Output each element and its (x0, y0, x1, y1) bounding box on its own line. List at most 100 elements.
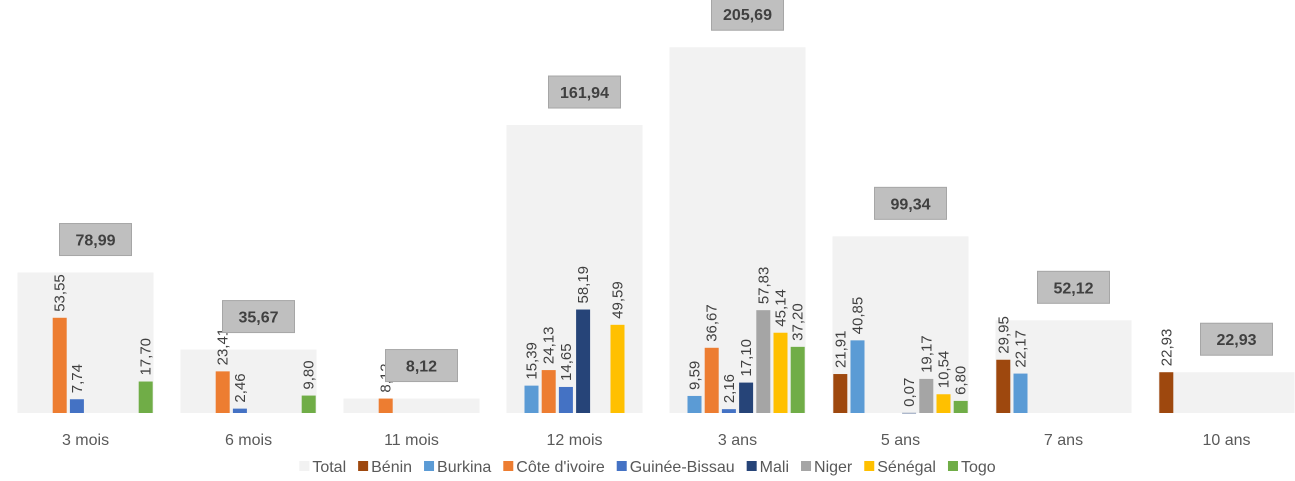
total-bar (180, 349, 317, 413)
legend-label: Total (312, 459, 346, 476)
value-label: 45,14 (773, 289, 790, 327)
bar (378, 398, 393, 413)
legend-swatch (616, 461, 627, 471)
bar (704, 347, 719, 413)
value-label: 9,59 (687, 361, 704, 390)
x-tick-label: 12 mois (546, 432, 602, 449)
total-label-box (548, 75, 621, 109)
bar (756, 310, 771, 413)
bar (953, 400, 968, 413)
total-label: 205,69 (723, 7, 772, 24)
value-label: 2,16 (721, 374, 738, 403)
value-label: 19,17 (918, 335, 935, 373)
value-label: 49,59 (610, 281, 627, 319)
value-label: 2,46 (232, 373, 249, 402)
value-label: 15,39 (524, 342, 541, 380)
bar (524, 385, 539, 413)
legend-swatch (947, 461, 958, 471)
value-label: 37,20 (790, 303, 807, 341)
bar (902, 412, 917, 414)
value-label: 0,07 (901, 378, 918, 407)
bar (301, 395, 316, 413)
legend-label: Togo (961, 459, 996, 476)
bar (52, 317, 67, 413)
value-label: 21,91 (832, 330, 849, 368)
x-tick-label: 5 ans (881, 432, 920, 449)
bar (996, 359, 1011, 413)
legend-swatch (746, 461, 757, 471)
total-label: 8,12 (406, 359, 437, 376)
total-label: 78,99 (75, 233, 115, 250)
value-label: 10,54 (936, 351, 953, 389)
bar (721, 409, 736, 413)
total-label: 22,93 (1216, 332, 1256, 349)
legend-swatch (864, 461, 875, 471)
legend-swatch (358, 461, 369, 471)
bar (69, 399, 84, 413)
total-label-box (222, 300, 295, 334)
value-label: 53,55 (52, 274, 69, 312)
value-label: 22,93 (1158, 329, 1175, 367)
x-tick-label: 7 ans (1044, 432, 1083, 449)
bar (232, 408, 247, 413)
value-label: 22,17 (1013, 330, 1030, 368)
value-label: 40,85 (850, 297, 867, 335)
value-label: 17,10 (738, 339, 755, 377)
bar (850, 340, 865, 413)
legend-swatch (801, 461, 812, 471)
total-label-box (59, 223, 132, 257)
value-label: 23,41 (215, 328, 232, 366)
total-label-box (385, 349, 458, 383)
bar (1013, 373, 1028, 413)
x-tick-label: 3 ans (718, 432, 757, 449)
total-bar (343, 398, 480, 413)
value-label: 24,13 (541, 327, 558, 365)
bar (833, 374, 848, 413)
x-tick-label: 10 ans (1202, 432, 1250, 449)
legend-label: Niger (814, 459, 853, 476)
bar (558, 386, 573, 413)
value-label: 29,95 (995, 316, 1012, 354)
value-label: 57,83 (755, 267, 772, 305)
bar (576, 309, 591, 413)
total-label-box (711, 0, 784, 31)
total-label-box (1037, 270, 1110, 304)
value-label: 6,80 (953, 366, 970, 395)
bar (541, 370, 556, 413)
legend-label: Guinée-Bissau (630, 459, 735, 476)
value-label: 9,80 (301, 360, 318, 389)
total-label: 35,67 (238, 310, 278, 327)
legend-swatch (503, 461, 514, 471)
total-label: 161,94 (560, 85, 609, 102)
bar (610, 324, 625, 413)
legend-label: Burkina (437, 459, 491, 476)
bar (919, 378, 934, 413)
total-label-box (1200, 322, 1273, 356)
x-tick-label: 11 mois (384, 432, 439, 449)
legend-label: Côte d'ivoire (516, 459, 605, 476)
legend-swatch (299, 461, 310, 471)
legend-label: Sénégal (877, 459, 936, 476)
value-label: 17,70 (138, 338, 155, 376)
bar (790, 346, 805, 413)
total-bar (1158, 372, 1295, 413)
value-label: 36,67 (704, 304, 721, 342)
bar (773, 332, 788, 413)
bar (1159, 372, 1174, 413)
x-tick-label: 3 mois (62, 432, 109, 449)
value-label: 58,19 (575, 266, 592, 304)
bar (936, 394, 951, 413)
x-tick-label: 6 mois (225, 432, 272, 449)
bar (687, 395, 702, 413)
legend-swatch (424, 461, 435, 471)
total-bar (17, 272, 154, 413)
value-label: 7,74 (69, 364, 86, 393)
bar (215, 371, 230, 413)
total-label-box (874, 186, 947, 220)
value-label: 14,65 (558, 343, 575, 381)
legend-label: Mali (760, 459, 789, 476)
legend: Total Bénin Burkina Côte d'ivoire Guinée-Bis… (299, 459, 996, 476)
legend-label: Bénin (371, 459, 412, 476)
total-label: 99,34 (890, 196, 930, 213)
